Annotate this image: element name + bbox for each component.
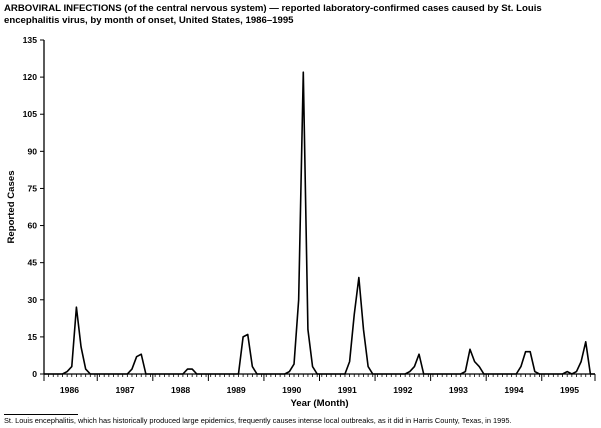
x-tick-label: 1987 (115, 385, 134, 395)
x-tick-label: 1993 (449, 385, 468, 395)
y-tick-label: 0 (32, 369, 37, 379)
x-tick-label: 1988 (171, 385, 190, 395)
y-tick-label: 105 (23, 109, 38, 119)
y-axis-label: Reported Cases (6, 170, 17, 243)
x-axis-label: Year (Month) (290, 398, 348, 409)
x-tick-label: 1989 (227, 385, 246, 395)
y-tick-label: 30 (27, 295, 37, 305)
x-tick-label: 1995 (560, 385, 579, 395)
footnote: St. Louis encephalitis, which has histor… (4, 416, 512, 425)
x-tick-label: 1992 (393, 385, 412, 395)
chart-title: ARBOVIRAL INFECTIONS (of the central ner… (4, 3, 542, 26)
series-line (44, 71, 595, 375)
x-tick-label: 1994 (504, 385, 523, 395)
footnote-rule (4, 414, 78, 415)
chart-marks (44, 71, 595, 375)
y-tick-label: 75 (27, 183, 37, 193)
x-tick-label: 1990 (282, 385, 301, 395)
y-tick-label: 45 (27, 258, 37, 268)
x-tick-label: 1986 (60, 385, 79, 395)
x-tick-label: 1991 (338, 385, 357, 395)
y-tick-label: 15 (27, 332, 37, 342)
y-tick-label: 60 (27, 221, 37, 231)
y-tick-label: 90 (27, 146, 37, 156)
y-tick-label: 120 (23, 72, 38, 82)
y-tick-label: 135 (23, 35, 38, 45)
